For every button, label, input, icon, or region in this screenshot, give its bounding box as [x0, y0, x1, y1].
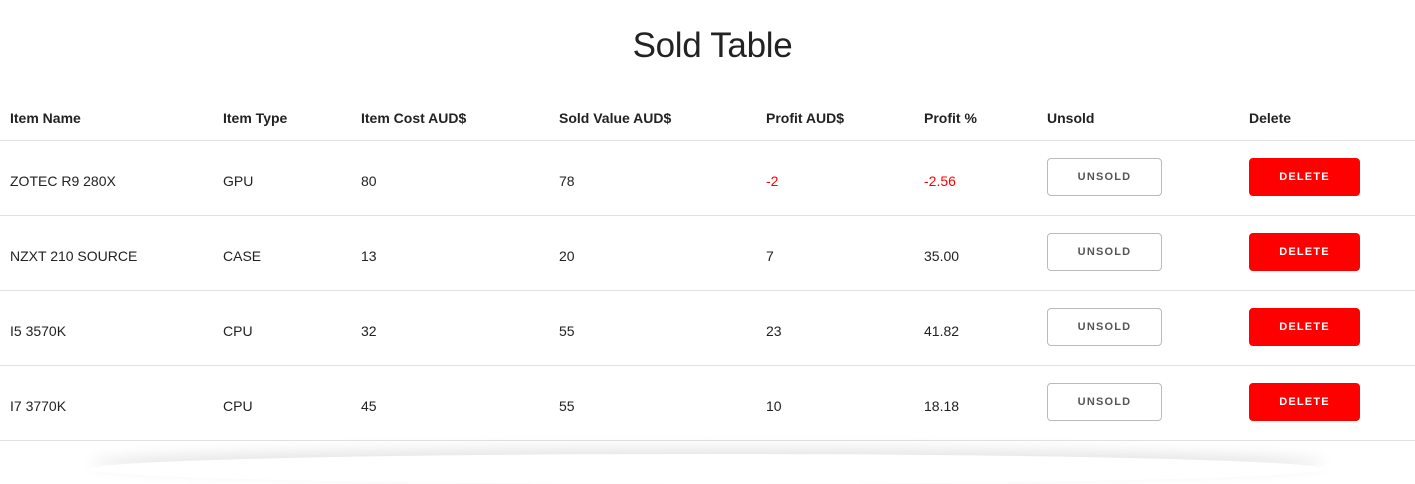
- cell-profit-percent: 18.18: [914, 366, 1037, 441]
- cell-delete: Delete: [1239, 366, 1415, 441]
- header-profit: Profit AUD$: [756, 96, 914, 141]
- table-row: I7 3770K CPU 45 55 10 18.18 Unsold Delet…: [0, 366, 1415, 441]
- cell-item-name: ZOTEC R9 280X: [0, 141, 213, 216]
- cell-item-name: I5 3570K: [0, 291, 213, 366]
- cell-delete: Delete: [1239, 291, 1415, 366]
- cell-unsold: Unsold: [1037, 366, 1239, 441]
- table-row: ZOTEC R9 280X GPU 80 78 -2 -2.56 Unsold …: [0, 141, 1415, 216]
- delete-button[interactable]: Delete: [1249, 383, 1360, 421]
- cell-item-type: CPU: [213, 366, 351, 441]
- cell-profit: 7: [756, 216, 914, 291]
- cell-profit-percent: -2.56: [914, 141, 1037, 216]
- sold-table: Item Name Item Type Item Cost AUD$ Sold …: [0, 96, 1415, 441]
- unsold-button[interactable]: Unsold: [1047, 158, 1162, 196]
- delete-button[interactable]: Delete: [1249, 233, 1360, 271]
- cell-item-cost: 80: [351, 141, 549, 216]
- cell-profit-percent: 41.82: [914, 291, 1037, 366]
- cell-item-cost: 45: [351, 366, 549, 441]
- cell-unsold: Unsold: [1037, 141, 1239, 216]
- cell-profit: 23: [756, 291, 914, 366]
- header-unsold: Unsold: [1037, 96, 1239, 141]
- cell-profit-percent: 35.00: [914, 216, 1037, 291]
- cell-unsold: Unsold: [1037, 216, 1239, 291]
- cell-sold-value: 55: [549, 366, 756, 441]
- cell-delete: Delete: [1239, 141, 1415, 216]
- header-sold-value: Sold Value AUD$: [549, 96, 756, 141]
- cell-item-type: CASE: [213, 216, 351, 291]
- header-item-type: Item Type: [213, 96, 351, 141]
- cell-sold-value: 20: [549, 216, 756, 291]
- cell-profit: 10: [756, 366, 914, 441]
- delete-button[interactable]: Delete: [1249, 308, 1360, 346]
- cell-sold-value: 78: [549, 141, 756, 216]
- header-delete: Delete: [1239, 96, 1415, 141]
- bottom-shadow: [90, 454, 1325, 484]
- cell-item-cost: 32: [351, 291, 549, 366]
- cell-item-name: NZXT 210 SOURCE: [0, 216, 213, 291]
- unsold-button[interactable]: Unsold: [1047, 383, 1162, 421]
- cell-item-type: GPU: [213, 141, 351, 216]
- table-header-row: Item Name Item Type Item Cost AUD$ Sold …: [0, 96, 1415, 141]
- cell-item-cost: 13: [351, 216, 549, 291]
- cell-sold-value: 55: [549, 291, 756, 366]
- table-row: NZXT 210 SOURCE CASE 13 20 7 35.00 Unsol…: [0, 216, 1415, 291]
- delete-button[interactable]: Delete: [1249, 158, 1360, 196]
- cell-item-name: I7 3770K: [0, 366, 213, 441]
- cell-item-type: CPU: [213, 291, 351, 366]
- page-title: Sold Table: [632, 26, 793, 65]
- table-row: I5 3570K CPU 32 55 23 41.82 Unsold Delet…: [0, 291, 1415, 366]
- unsold-button[interactable]: Unsold: [1047, 233, 1162, 271]
- header-profit-percent: Profit %: [914, 96, 1037, 141]
- unsold-button[interactable]: Unsold: [1047, 308, 1162, 346]
- cell-unsold: Unsold: [1037, 291, 1239, 366]
- cell-profit: -2: [756, 141, 914, 216]
- header-item-name: Item Name: [0, 96, 213, 141]
- header-item-cost: Item Cost AUD$: [351, 96, 549, 141]
- cell-delete: Delete: [1239, 216, 1415, 291]
